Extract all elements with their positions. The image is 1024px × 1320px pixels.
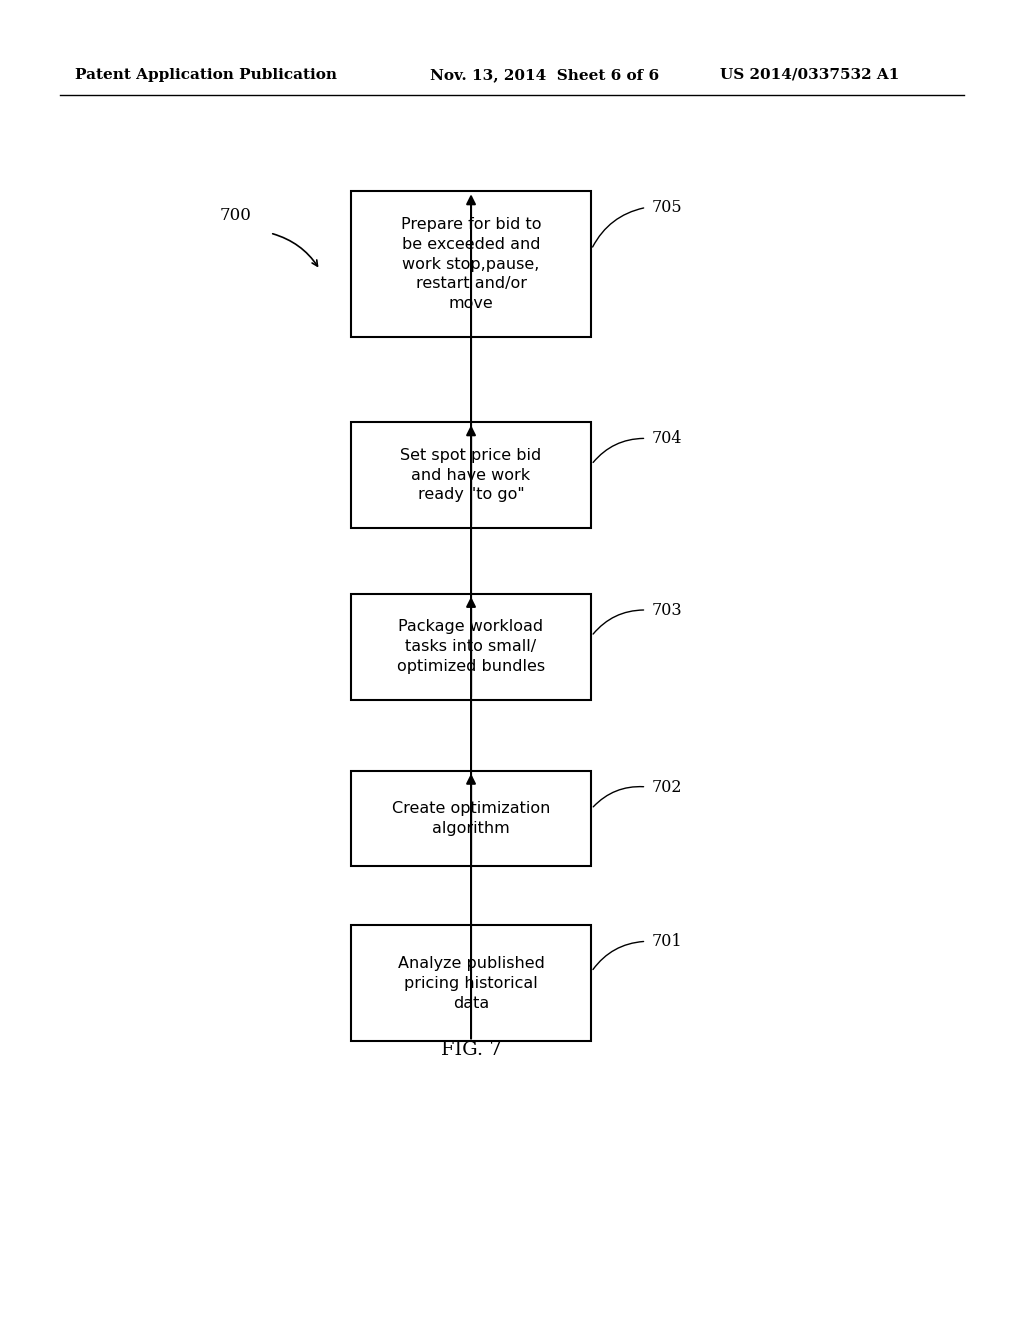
FancyArrowPatch shape xyxy=(272,234,317,267)
Text: Prepare for bid to
be exceeded and
work stop,pause,
restart and/or
move: Prepare for bid to be exceeded and work … xyxy=(400,216,542,312)
FancyArrowPatch shape xyxy=(593,610,643,634)
Bar xyxy=(350,422,592,528)
Text: FIG. 7: FIG. 7 xyxy=(440,1041,502,1059)
Text: 700: 700 xyxy=(220,206,252,223)
Bar xyxy=(350,925,592,1041)
Text: Set spot price bid
and have work
ready "to go": Set spot price bid and have work ready "… xyxy=(400,447,542,503)
Text: Nov. 13, 2014  Sheet 6 of 6: Nov. 13, 2014 Sheet 6 of 6 xyxy=(430,69,659,82)
Bar xyxy=(350,594,592,700)
Text: 704: 704 xyxy=(651,430,682,447)
Text: 703: 703 xyxy=(651,602,682,619)
Bar xyxy=(350,191,592,337)
Text: 702: 702 xyxy=(651,779,682,796)
FancyArrowPatch shape xyxy=(593,438,643,462)
FancyArrowPatch shape xyxy=(593,209,644,247)
Text: Analyze published
pricing historical
data: Analyze published pricing historical dat… xyxy=(397,956,545,1011)
Bar xyxy=(350,771,592,866)
Text: US 2014/0337532 A1: US 2014/0337532 A1 xyxy=(720,69,899,82)
Text: 701: 701 xyxy=(651,933,682,950)
FancyArrowPatch shape xyxy=(593,941,644,969)
Text: 705: 705 xyxy=(651,199,682,216)
Text: Patent Application Publication: Patent Application Publication xyxy=(75,69,337,82)
Text: Package workload
tasks into small/
optimized bundles: Package workload tasks into small/ optim… xyxy=(397,619,545,675)
FancyArrowPatch shape xyxy=(593,787,644,807)
Text: Create optimization
algorithm: Create optimization algorithm xyxy=(392,801,550,836)
